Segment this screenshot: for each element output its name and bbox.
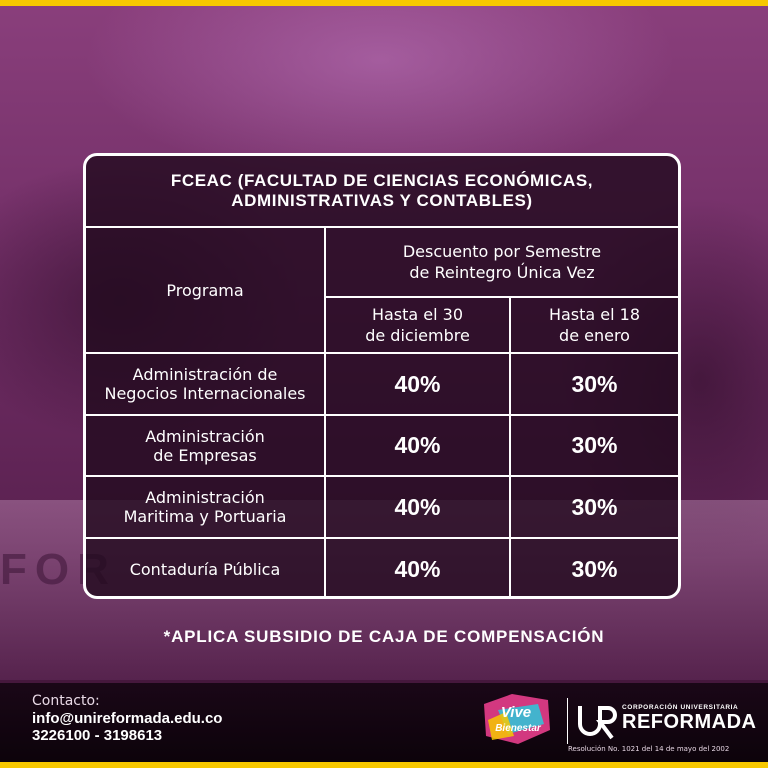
brand-name: REFORMADA bbox=[622, 711, 757, 733]
vb-logo-line2: Bienestar bbox=[495, 723, 542, 734]
header-hasta-30-diciembre: Hasta el 30 de diciembre bbox=[326, 298, 509, 352]
bottom-accent-bar bbox=[0, 762, 768, 768]
vb-logo-line1: Vive bbox=[501, 704, 531, 721]
table-row: Contaduría Pública 40% 30% bbox=[86, 539, 678, 596]
background-sign-letters: FOR bbox=[0, 545, 117, 594]
grid-line-col2 bbox=[509, 296, 511, 596]
subsidy-note: *APLICA SUBSIDIO DE CAJA DE COMPENSACIÓN bbox=[163, 627, 605, 646]
header-descuento: Descuento por Semestre de Reintegro Únic… bbox=[326, 228, 678, 296]
resolution-text: Resolución No. 1021 del 14 de mayo del 2… bbox=[568, 745, 730, 753]
header-descuento-line1: Descuento por Semestre bbox=[402, 242, 602, 261]
program-name: Administración de Negocios Internacional… bbox=[86, 354, 324, 414]
program-line1: Administración de bbox=[132, 365, 278, 384]
program-line1: Administración bbox=[145, 488, 265, 507]
program-line2: de Empresas bbox=[153, 445, 257, 465]
table-title-line1: FCEAC (FACULTAD DE CIENCIAS ECONÓMICAS, bbox=[170, 171, 594, 190]
contact-label: Contacto: bbox=[32, 693, 100, 709]
program-line1: Contaduría Pública bbox=[129, 559, 281, 579]
table-header: Programa Descuento por Semestre de Reint… bbox=[86, 228, 678, 354]
brand-corporation: CORPORACIÓN UNIVERSITARIA bbox=[622, 704, 739, 711]
vive-bienestar-logo: Vive Bienestar bbox=[484, 694, 550, 744]
contact-phones: 3226100 - 3198613 bbox=[32, 727, 163, 744]
contact-email[interactable]: info@unireformada.edu.co bbox=[32, 710, 223, 727]
header-hasta-18-enero: Hasta el 18 de enero bbox=[511, 298, 678, 352]
brand-block: CORPORACIÓN UNIVERSITARIA REFORMADA bbox=[622, 704, 757, 733]
program-line2: Negocios Internacionales bbox=[104, 384, 306, 403]
table-title-row: FCEAC (FACULTAD DE CIENCIAS ECONÓMICAS, … bbox=[86, 156, 678, 228]
top-accent-bar bbox=[0, 0, 768, 6]
discount-b: 30% bbox=[571, 370, 618, 397]
grid-line-col1 bbox=[324, 228, 326, 596]
ur-logo bbox=[578, 706, 617, 740]
program-line1: Administración bbox=[145, 426, 265, 446]
header-sub-a-line1: Hasta el 30 bbox=[371, 305, 464, 324]
discount-a: 40% bbox=[394, 432, 441, 458]
table-title-line2: ADMINISTRATIVAS Y CONTABLES) bbox=[231, 191, 533, 210]
program-name: Contaduría Pública bbox=[86, 539, 324, 596]
discount-a: 40% bbox=[394, 493, 441, 520]
discount-b: 30% bbox=[571, 432, 618, 458]
table-title: FCEAC (FACULTAD DE CIENCIAS ECONÓMICAS, … bbox=[86, 156, 678, 226]
program-line2: Maritima y Portuaria bbox=[123, 507, 287, 526]
program-name: Administración Maritima y Portuaria bbox=[86, 477, 324, 537]
discount-a: 40% bbox=[394, 555, 441, 582]
discount-table-card: FCEAC (FACULTAD DE CIENCIAS ECONÓMICAS, … bbox=[83, 153, 681, 599]
header-descuento-line2: de Reintegro Única Vez bbox=[409, 263, 595, 282]
header-sub-b-line2: de enero bbox=[559, 326, 630, 345]
discount-a: 40% bbox=[394, 370, 441, 397]
logo-divider bbox=[567, 698, 568, 744]
header-programa: Programa bbox=[166, 280, 244, 300]
program-name: Administración de Empresas bbox=[86, 416, 324, 475]
discount-b: 30% bbox=[571, 493, 618, 520]
table-row: Administración Maritima y Portuaria 40% … bbox=[86, 477, 678, 539]
footer-bar bbox=[0, 683, 768, 762]
header-sub-b-line1: Hasta el 18 bbox=[548, 305, 641, 324]
header-split-line bbox=[326, 296, 678, 298]
discount-b: 30% bbox=[571, 555, 618, 582]
table-row: Administración de Empresas 40% 30% bbox=[86, 416, 678, 477]
table-row: Administración de Negocios Internacional… bbox=[86, 354, 678, 416]
header-sub-a-line2: de diciembre bbox=[365, 326, 470, 345]
contact-block: Contacto: info@unireformada.edu.co 32261… bbox=[32, 693, 222, 744]
